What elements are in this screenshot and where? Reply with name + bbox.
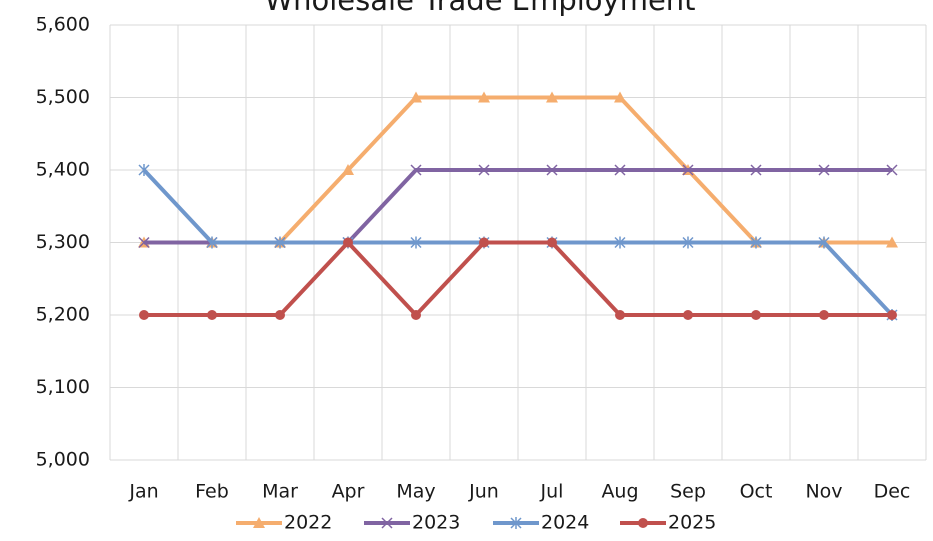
marker	[138, 236, 150, 249]
x-tick-label: Jul	[540, 481, 564, 503]
y-tick-label: 5,600	[36, 14, 90, 36]
marker	[275, 310, 285, 320]
y-tick-label: 5,200	[36, 304, 90, 326]
marker	[139, 310, 149, 320]
marker	[819, 310, 829, 320]
marker	[750, 236, 762, 249]
x-tick-label: Nov	[805, 481, 842, 503]
marker	[886, 236, 898, 248]
marker	[478, 91, 490, 103]
y-tick-label: 5,400	[36, 159, 90, 181]
marker	[614, 236, 626, 249]
y-tick-label: 5,000	[36, 449, 90, 471]
marker	[274, 236, 286, 249]
x-tick-label: Feb	[195, 481, 229, 503]
x-tick-label: Dec	[874, 481, 911, 503]
x-tick-label: Aug	[601, 481, 638, 503]
marker	[381, 517, 393, 529]
marker	[410, 91, 422, 103]
marker	[206, 236, 218, 249]
x-tick-label: Apr	[332, 481, 365, 503]
x-tick-label: Jan	[128, 481, 158, 503]
marker	[546, 91, 558, 103]
marker	[751, 310, 761, 320]
x-tick-label: May	[396, 481, 435, 503]
marker	[750, 164, 762, 176]
marker	[138, 164, 150, 176]
marker	[638, 518, 648, 528]
marker	[478, 164, 490, 176]
marker	[614, 164, 626, 176]
marker	[342, 164, 354, 175]
x-tick-label: Mar	[262, 481, 298, 503]
marker	[207, 310, 217, 320]
legend-label: 2024	[541, 512, 589, 534]
marker	[887, 310, 897, 320]
chart-title: Wholesale Trade Employment	[264, 0, 695, 17]
marker	[614, 91, 626, 103]
marker	[615, 310, 625, 320]
marker	[682, 236, 694, 249]
legend-label: 2022	[284, 512, 332, 534]
series-line	[144, 240, 892, 317]
marker	[546, 164, 558, 176]
marker	[479, 237, 489, 248]
marker	[343, 237, 353, 248]
x-tick-label: Jun	[468, 481, 499, 503]
legend-label: 2025	[668, 512, 716, 534]
marker	[253, 517, 265, 528]
marker	[886, 164, 898, 176]
marker	[818, 236, 830, 249]
marker	[411, 310, 421, 320]
x-tick-label: Sep	[670, 481, 706, 503]
y-tick-label: 5,500	[36, 86, 90, 108]
y-tick-label: 5,100	[36, 376, 90, 398]
x-tick-label: Oct	[740, 481, 773, 503]
marker	[818, 164, 830, 176]
marker	[410, 236, 422, 249]
series	[139, 237, 897, 320]
marker	[510, 517, 522, 529]
y-tick-label: 5,300	[36, 231, 90, 253]
marker	[683, 310, 693, 320]
legend-label: 2023	[412, 512, 460, 534]
marker	[547, 237, 557, 248]
marker	[410, 164, 422, 176]
marker	[682, 164, 694, 176]
